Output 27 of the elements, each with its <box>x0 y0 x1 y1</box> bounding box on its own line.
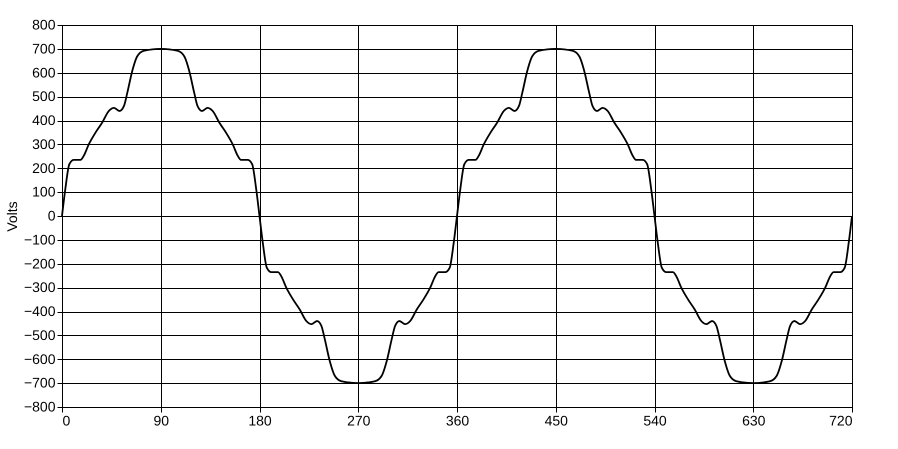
y-tick-label: −400 <box>24 303 56 319</box>
y-tick-label: −300 <box>24 279 56 296</box>
y-tick-label: −800 <box>24 398 56 414</box>
y-tick-label: −200 <box>24 255 56 272</box>
y-tick-label: −100 <box>24 231 56 248</box>
x-tick-label: 720 <box>829 412 853 428</box>
x-tick-label: 360 <box>446 412 470 428</box>
y-tick-label: 600 <box>32 64 56 80</box>
y-tick-label: 0 <box>48 208 56 224</box>
x-tick-label: 90 <box>153 412 170 428</box>
y-tick-label: −700 <box>24 374 56 391</box>
x-tick-label: 270 <box>347 412 371 428</box>
x-tick-label: 180 <box>248 412 272 428</box>
y-tick-label: 500 <box>32 88 56 104</box>
y-tick-label: 200 <box>32 160 56 176</box>
y-tick-label: 100 <box>32 184 56 200</box>
x-tick-label: 540 <box>643 412 667 428</box>
y-tick-label: 300 <box>32 136 56 152</box>
y-tick-label: 700 <box>32 40 56 56</box>
x-tick-label: 450 <box>544 412 568 428</box>
y-axis-title: Volts <box>4 201 20 232</box>
y-tick-label: −500 <box>24 326 56 343</box>
x-tick-label: 0 <box>62 412 70 428</box>
y-tick-label: −600 <box>24 350 56 367</box>
x-tick-label: 630 <box>742 412 766 428</box>
y-tick-label: 400 <box>32 112 56 128</box>
y-tick-label: 800 <box>32 16 56 32</box>
